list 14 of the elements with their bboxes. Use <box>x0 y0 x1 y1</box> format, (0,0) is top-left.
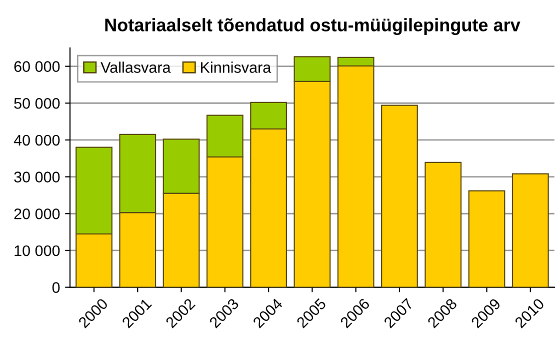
y-tick-label: 20 000 <box>14 208 60 220</box>
bar <box>468 190 506 288</box>
chart-title: Notariaalselt tõendatud ostu-müügilepingute arv <box>105 18 520 36</box>
bar <box>424 162 462 288</box>
y-tick-label: 50 000 <box>14 98 60 109</box>
bar <box>512 173 549 288</box>
y-tick-label: 30 000 <box>14 172 60 182</box>
y-tick-label: 0 <box>52 282 60 293</box>
y-tick-label: 10 000 <box>14 245 60 256</box>
y-tick-label: 60 000 <box>14 61 60 72</box>
legend-label: Kinnisvara <box>201 62 272 73</box>
legend-label: Vallasvara <box>100 62 171 73</box>
bar <box>381 104 418 288</box>
y-tick-label: 40 000 <box>14 134 60 146</box>
